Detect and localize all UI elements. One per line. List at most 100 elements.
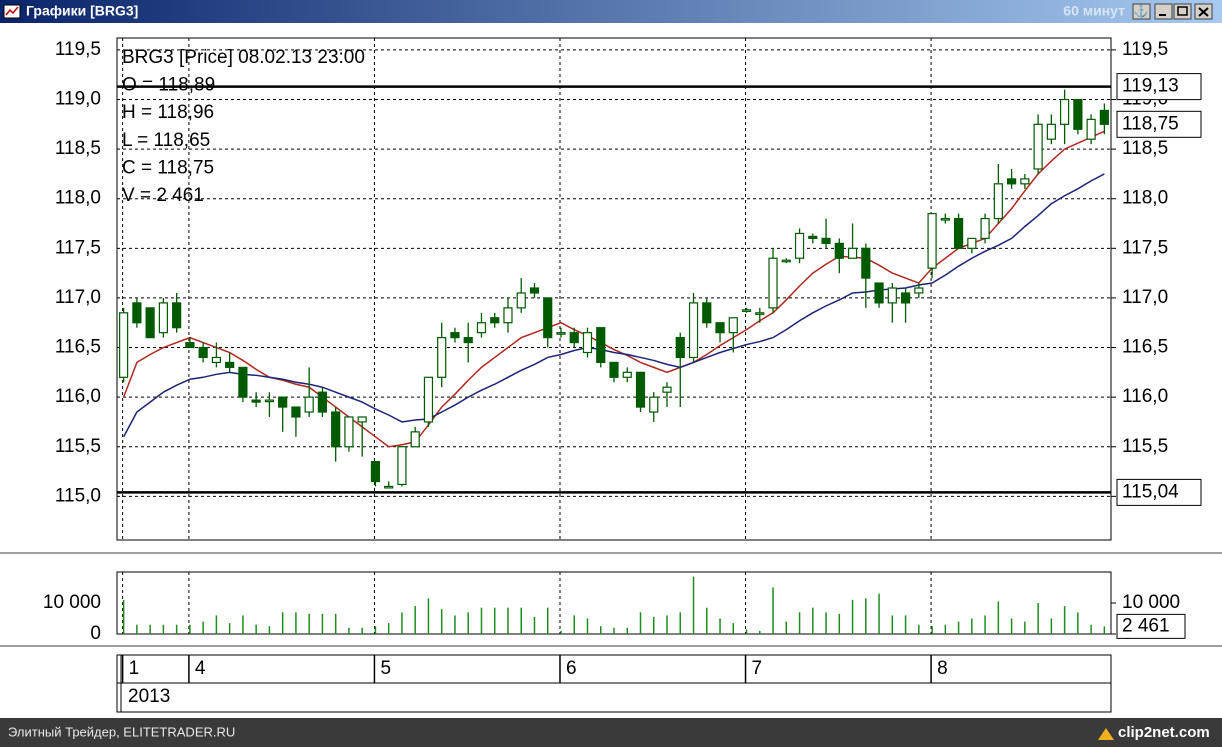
candle-body: [900, 292, 911, 304]
candle-body: [569, 332, 579, 344]
candle-body: [1086, 118, 1096, 140]
candle-body: [702, 302, 712, 324]
candle-body: [238, 366, 248, 398]
level-label: 119,13: [1122, 76, 1179, 97]
last-volume-tag: [1116, 613, 1186, 639]
candle-body: [715, 322, 725, 334]
moving-average: [122, 130, 1105, 448]
y-tick-label: 115,5: [55, 436, 101, 457]
interval[interactable]: 60 минут: [1063, 3, 1125, 19]
candle-body: [688, 302, 699, 359]
x-tick-label: 6: [566, 658, 577, 679]
candle-body: [874, 282, 884, 304]
info-line: C = 118,75: [122, 157, 214, 178]
candle-body: [278, 396, 288, 408]
minimize-button[interactable]: [1154, 3, 1173, 20]
candle-body: [384, 485, 394, 489]
candle-body: [476, 322, 487, 334]
y-tick-label: 116,5: [55, 337, 101, 358]
candle-body: [781, 259, 791, 263]
candle-body: [1073, 98, 1083, 130]
candle-body: [755, 312, 765, 315]
anchor-glyph: ⚓: [1134, 4, 1149, 18]
last-volume-label: 2 461: [1122, 615, 1170, 636]
y-tick-label-right: 115,5: [1122, 436, 1168, 457]
candle-body: [914, 287, 924, 294]
candle-body: [675, 337, 685, 359]
y-tick-label-right: 118,0: [1122, 188, 1168, 209]
candle-body: [1033, 123, 1043, 170]
y-tick-label: 117,5: [55, 237, 101, 258]
moving-average: [122, 173, 1105, 438]
candle-body: [516, 292, 526, 309]
y-tick-label-right: 118,5: [1122, 138, 1168, 159]
last-price-label: 118,75: [1122, 113, 1179, 134]
maximize-glyph: [1177, 6, 1188, 16]
y-tick-label-right: 117,5: [1122, 237, 1168, 258]
y-tick-label: 0: [90, 623, 101, 644]
candle-body: [741, 309, 752, 312]
y-tick-label: 115,0: [55, 485, 101, 506]
candle-body: [1060, 98, 1070, 125]
candle-body: [649, 396, 659, 413]
candle-body: [622, 371, 632, 378]
y-tick-label: 117,0: [55, 287, 101, 308]
candle-body: [1099, 109, 1109, 125]
window-title: Графики [BRG3]: [26, 3, 138, 19]
candle-body: [304, 396, 314, 413]
candle-body: [582, 332, 593, 354]
candle-body: [821, 237, 831, 244]
x-tick-label: 8: [937, 658, 948, 679]
level-tag: [1116, 478, 1202, 506]
candle-body: [543, 297, 553, 339]
candle-body: [317, 391, 328, 413]
candle-body: [768, 257, 778, 309]
y-tick-label: 10 000: [43, 592, 101, 613]
candle-body: [119, 312, 129, 378]
info-line: L = 118,65: [122, 130, 210, 151]
candle-body: [529, 287, 540, 294]
y-tick-label: 118,0: [55, 188, 101, 209]
anchor-button[interactable]: [1132, 3, 1151, 20]
year-label: 2013: [128, 686, 170, 707]
close-glyph: [1198, 7, 1209, 17]
candle-body: [145, 307, 155, 339]
candle-body: [198, 346, 208, 359]
candle-body: [185, 341, 195, 349]
y-tick-label: 116,0: [55, 386, 101, 407]
candle-body: [357, 416, 367, 423]
candle-body: [463, 337, 473, 344]
candle-body: [808, 235, 818, 240]
candle-body: [450, 332, 460, 339]
candle-body: [662, 386, 672, 393]
candle-body: [556, 332, 566, 335]
candle-body: [264, 399, 275, 403]
candle-body: [158, 302, 168, 334]
status-bar: [0, 718, 1222, 747]
x-tick-label: 7: [752, 658, 763, 679]
y-tick-label: 118,5: [55, 138, 101, 159]
x-tick-label: 4: [195, 658, 206, 679]
candle-body: [609, 361, 619, 378]
y-tick-label-right: 116,0: [1122, 386, 1168, 407]
candle-body: [172, 302, 182, 329]
level-tag: [1116, 73, 1202, 101]
candle-body: [887, 287, 897, 304]
candle-body: [635, 371, 646, 408]
y-tick-label: 119,5: [55, 39, 101, 60]
candle-body: [423, 376, 434, 423]
candle-body: [940, 217, 950, 221]
candle-body: [596, 327, 606, 364]
candle-body: [490, 317, 500, 324]
candle-body: [1006, 178, 1017, 185]
candle-body: [1046, 123, 1056, 140]
candle-body: [847, 247, 858, 259]
candle-body: [794, 232, 805, 259]
candle-body: [331, 411, 341, 448]
candle-body: [980, 217, 990, 240]
candle-body: [728, 317, 738, 334]
candle-body: [251, 399, 261, 403]
candle-body: [861, 247, 871, 279]
footer-right[interactable]: clip2net.com: [1118, 724, 1210, 741]
